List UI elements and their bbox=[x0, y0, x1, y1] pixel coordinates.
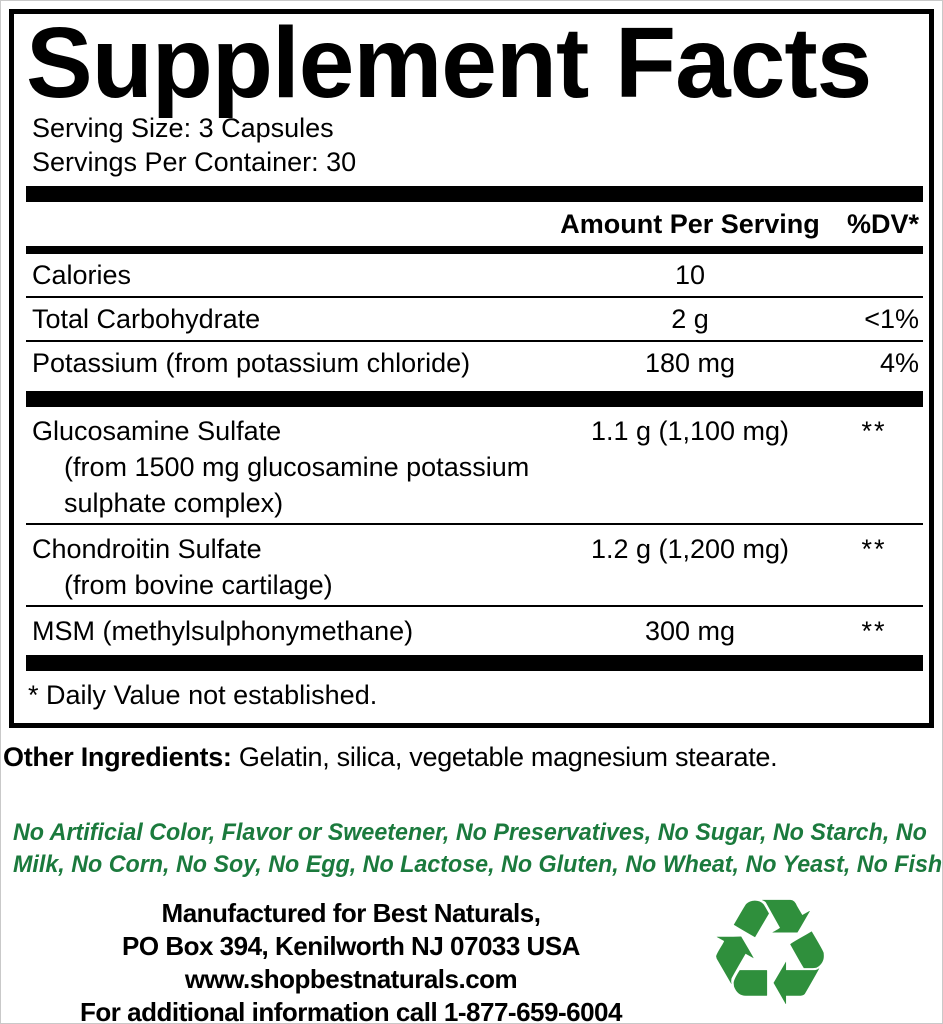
supplement-subline: (from 1500 mg glucosamine potassium bbox=[64, 452, 530, 482]
panel-title: Supplement Facts bbox=[26, 7, 872, 119]
column-header-amount: Amount Per Serving bbox=[560, 209, 820, 239]
manufacturer-line: PO Box 394, Kenilworth NJ 07033 USA bbox=[122, 931, 580, 961]
no-claims-block: No Artificial Color, Flavor or Sweetener… bbox=[13, 817, 942, 881]
divider-medium bbox=[26, 246, 923, 254]
supplement-subline: sulphate complex) bbox=[64, 488, 284, 518]
table-row: MSM (methylsulphonymethane) 300 mg ** bbox=[26, 605, 923, 651]
supplement-name-block: MSM (methylsulphonymethane) bbox=[26, 613, 545, 649]
nutrient-name: Potassium (from potassium chloride) bbox=[32, 348, 471, 378]
other-ingredients-label: Other Ingredients: bbox=[3, 742, 232, 772]
manufacturer-section: Manufactured for Best Naturals, PO Box 3… bbox=[1, 879, 942, 1024]
supplement-name: MSM (methylsulphonymethane) bbox=[32, 616, 414, 646]
table-row: Total Carbohydrate 2 g <1% bbox=[26, 296, 923, 340]
nutrient-amount: 2 g bbox=[671, 304, 709, 334]
nutrient-dv bbox=[835, 258, 923, 292]
recycle-icon: ♻ bbox=[703, 867, 837, 1024]
table-row: Chondroitin Sulfate (from bovine cartila… bbox=[26, 523, 923, 605]
supplement-dv: ** bbox=[861, 534, 887, 564]
other-ingredients-text: Gelatin, silica, vegetable magnesium ste… bbox=[231, 742, 778, 772]
divider-thick-bottom bbox=[26, 655, 923, 671]
supplement-rows: Glucosamine Sulfate (from 1500 mg glucos… bbox=[26, 407, 923, 651]
daily-value-footnote: * Daily Value not established. bbox=[28, 680, 378, 710]
table-row: Calories 10 bbox=[26, 254, 923, 296]
nutrient-name: Total Carbohydrate bbox=[32, 304, 261, 334]
nutrient-amount: 180 mg bbox=[644, 348, 736, 378]
nutrient-dv: 4% bbox=[879, 348, 919, 378]
nutrient-amount: 10 bbox=[674, 260, 706, 290]
supplement-dv: ** bbox=[861, 416, 887, 446]
servings-per-container-line: Servings Per Container: 30 bbox=[32, 147, 357, 177]
divider-thick-top bbox=[26, 186, 923, 202]
claims-line: Milk, No Corn, No Soy, No Egg, No Lactos… bbox=[13, 851, 943, 878]
table-row: Glucosamine Sulfate (from 1500 mg glucos… bbox=[26, 407, 923, 523]
table-header-row: Amount Per Serving %DV* bbox=[26, 202, 923, 246]
supplement-facts-panel: Supplement Facts Serving Size: 3 Capsule… bbox=[9, 9, 934, 728]
supplement-name-block: Glucosamine Sulfate (from 1500 mg glucos… bbox=[26, 413, 545, 521]
manufacturer-block: Manufactured for Best Naturals, PO Box 3… bbox=[1, 897, 701, 1024]
table-row: Potassium (from potassium chloride) 180 … bbox=[26, 340, 923, 384]
other-ingredients-line: Other Ingredients: Gelatin, silica, vege… bbox=[3, 742, 942, 773]
header-spacer bbox=[26, 207, 545, 241]
supplement-name-block: Chondroitin Sulfate (from bovine cartila… bbox=[26, 531, 545, 603]
supplement-name: Chondroitin Sulfate bbox=[32, 534, 262, 564]
supplement-amount: 300 mg bbox=[644, 616, 736, 646]
supplement-amount: 1.2 g (1,200 mg) bbox=[590, 534, 790, 564]
supplement-subline: (from bovine cartilage) bbox=[64, 570, 333, 600]
divider-thick-middle bbox=[26, 391, 923, 407]
claims-line: No Artificial Color, Flavor or Sweetener… bbox=[13, 819, 927, 846]
supplement-amount: 1.1 g (1,100 mg) bbox=[590, 416, 790, 446]
nutrient-name: Calories bbox=[32, 260, 132, 290]
supplement-name: Glucosamine Sulfate bbox=[32, 416, 282, 446]
manufacturer-website: www.shopbestnaturals.com bbox=[184, 964, 518, 994]
nutrient-dv: <1% bbox=[864, 304, 919, 334]
column-header-dv: %DV* bbox=[846, 209, 919, 239]
supplement-dv: ** bbox=[861, 616, 887, 646]
nutrient-rows: Calories 10 Total Carbohydrate 2 g <1% P… bbox=[26, 254, 923, 384]
manufacturer-phone-line: For additional information call 1-877-65… bbox=[80, 997, 622, 1024]
manufacturer-line: Manufactured for Best Naturals, bbox=[161, 898, 541, 928]
serving-size-line: Serving Size: 3 Capsules bbox=[32, 113, 334, 143]
